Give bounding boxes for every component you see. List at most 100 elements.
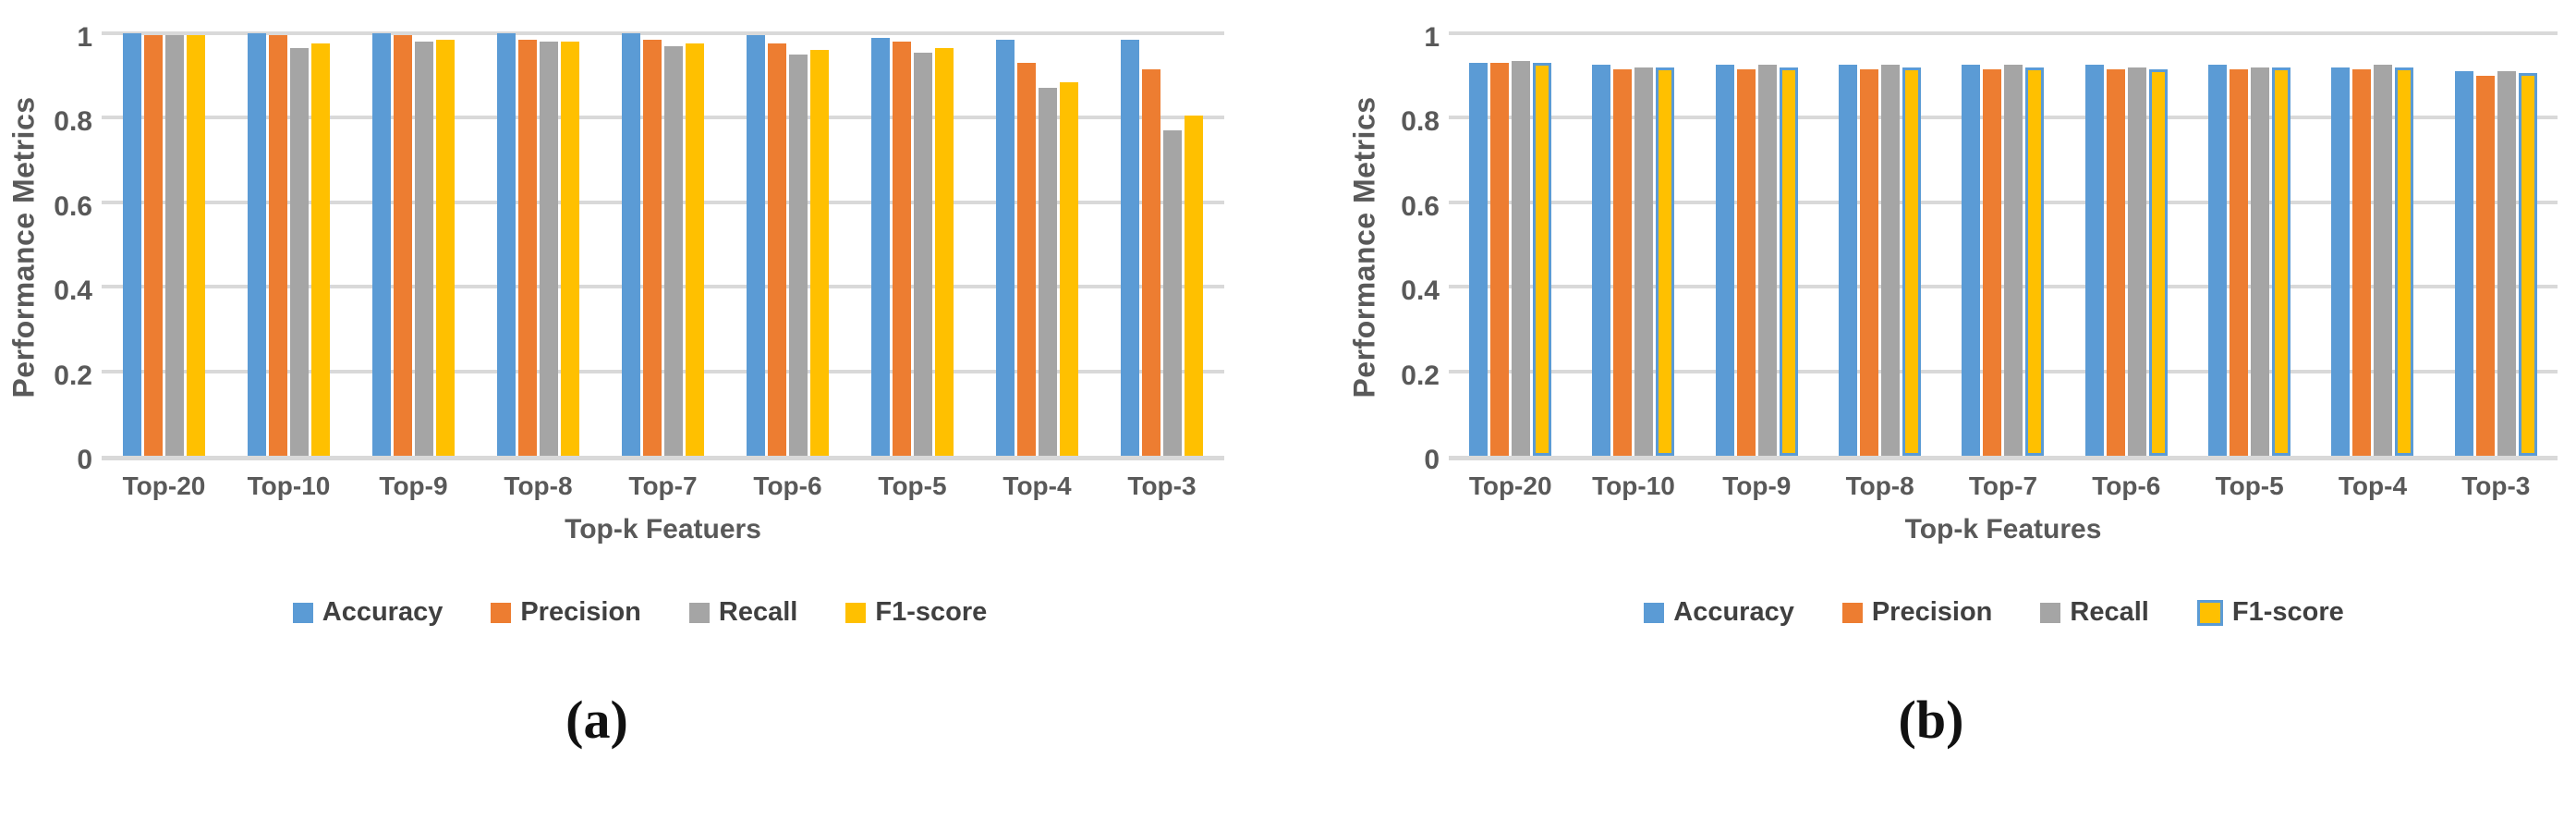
y-tick-label: 0: [77, 445, 92, 475]
x-category-label: Top-4: [2338, 471, 2408, 500]
gridline: [1449, 116, 2558, 120]
bar-group-top-4: [975, 33, 1100, 456]
bar-f1-score-top-20: [187, 35, 205, 456]
bar-accuracy-top-20: [1469, 63, 1488, 456]
x-axis-labels: Top-20 Top-10 Top-9 Top-8 Top-7 Top-6 Top-5 Top…: [1449, 471, 2558, 501]
bar-group-top-5: [2188, 33, 2311, 456]
bar-accuracy-top-3: [2454, 71, 2473, 456]
y-tick-label: 0.4: [1401, 275, 1440, 307]
legend-swatch-icon: [688, 602, 710, 623]
legend: Accuracy Precision Recall F1-score: [0, 597, 1342, 628]
figure-row: Performance Metrics 0 0.2 0.4 0.6 0.8 1 Top-2…: [0, 24, 2576, 750]
y-tick-label: 0.6: [1401, 190, 1440, 222]
gridline: [1449, 369, 2558, 373]
gridline: [102, 285, 1224, 289]
bar-group-top-9: [1695, 33, 1818, 456]
legend-item-accuracy: Accuracy: [1644, 597, 1794, 628]
legend-label: Precision: [1871, 597, 1993, 627]
bar-f1-score-top-10: [311, 43, 330, 456]
bar-accuracy-top-4: [996, 39, 1015, 456]
bar-group-top-10: [226, 33, 351, 456]
bar-precision-top-8: [518, 39, 537, 456]
x-category-label: Top-7: [628, 471, 698, 500]
bar-recall-top-9: [1757, 65, 1777, 456]
bar-accuracy-top-7: [1962, 65, 1981, 456]
x-category-label: Top-20: [1468, 471, 1552, 500]
bar-precision-top-7: [1983, 68, 2002, 456]
bar-recall-top-10: [290, 48, 309, 456]
bar-f1-score-top-6: [2148, 68, 2168, 456]
bar-precision-top-6: [768, 43, 786, 456]
bar-precision-top-10: [1613, 68, 1633, 456]
x-category-label: Top-3: [2461, 471, 2531, 500]
gridline: [102, 116, 1224, 120]
bar-group-top-7: [1941, 33, 2064, 456]
legend-swatch-icon: [1841, 602, 1863, 623]
plot-area: [102, 31, 1224, 460]
bar-accuracy-top-7: [622, 33, 640, 456]
y-tick-label: 0.2: [54, 360, 92, 391]
gridline: [102, 369, 1224, 373]
y-axis-ticks: 0 0.2 0.4 0.6 0.8 1: [48, 24, 102, 474]
bar-recall-top-6: [789, 54, 808, 456]
bar-group-top-8: [476, 33, 601, 456]
bar-group-top-20: [102, 33, 226, 456]
legend-label: Accuracy: [1673, 597, 1794, 627]
y-tick-label: 0: [1424, 445, 1440, 475]
chart-b-ytitle-col: Performance Metrics: [1342, 33, 1388, 460]
legend-label: Recall: [2070, 597, 2149, 627]
gridline: [1449, 200, 2558, 204]
bar-f1-score-top-10: [1656, 67, 1675, 456]
legend-label: Recall: [718, 597, 798, 627]
bar-recall-top-6: [2127, 67, 2146, 456]
bar-f1-score-top-8: [561, 42, 579, 456]
x-category-label: Top-8: [504, 471, 573, 500]
bar-precision-top-10: [269, 35, 287, 456]
bar-recall-top-10: [1634, 67, 1654, 456]
y-tick-label: 0.8: [1401, 106, 1440, 138]
legend-item-f1-score: F1-score: [2196, 597, 2344, 628]
x-axis-title-row: Top-k Features: [1342, 514, 2576, 545]
x-axis-title-row: Top-k Featuers: [0, 514, 1342, 545]
legend-label: Precision: [520, 597, 641, 627]
bar-accuracy-top-5: [871, 37, 890, 456]
legend-item-precision: Precision: [1841, 597, 1993, 628]
subfigure-caption: (b): [1898, 690, 1964, 750]
bar-group-top-10: [1572, 33, 1695, 456]
legend-swatch-icon: [845, 602, 867, 623]
bar-f1-score-top-9: [1779, 67, 1798, 456]
bar-group-top-3: [1100, 33, 1224, 456]
bar-f1-score-top-7: [686, 43, 704, 456]
bar-recall-top-7: [2004, 65, 2023, 456]
plot-area: [1449, 31, 2558, 460]
bar-precision-top-9: [394, 35, 412, 456]
chart-a-body: Performance Metrics 0 0.2 0.4 0.6 0.8 1: [0, 24, 1342, 474]
bar-accuracy-top-20: [123, 33, 141, 456]
y-tick-label: 0.8: [54, 106, 92, 138]
bar-accuracy-top-3: [1121, 39, 1139, 456]
bar-group-top-6: [725, 33, 850, 456]
bar-precision-top-9: [1736, 68, 1756, 456]
bar-f1-score-top-5: [935, 48, 954, 456]
x-category-label: Top-10: [1592, 471, 1675, 500]
bar-group-top-9: [351, 33, 476, 456]
bar-precision-top-20: [1490, 63, 1510, 456]
bar-f1-score-top-3: [2518, 73, 2537, 456]
bar-accuracy-top-4: [2331, 67, 2351, 456]
bar-precision-top-6: [2106, 68, 2125, 456]
x-category-label: Top-9: [1722, 471, 1792, 500]
legend: Accuracy Precision Recall F1-score: [1342, 597, 2576, 628]
bar-accuracy-top-9: [1715, 65, 1734, 456]
bar-group-top-7: [601, 33, 725, 456]
bar-f1-score-top-9: [436, 39, 455, 456]
y-tick-label: 1: [77, 22, 92, 53]
bar-accuracy-top-6: [2084, 65, 2104, 456]
y-tick-label: 0.6: [54, 190, 92, 222]
bar-group-top-3: [2435, 33, 2558, 456]
x-category-label: Top-20: [122, 471, 206, 500]
bar-accuracy-top-9: [372, 33, 391, 456]
x-category-label: Top-4: [1002, 471, 1072, 500]
x-category-label: Top-9: [379, 471, 448, 500]
x-axis-labels: Top-20 Top-10 Top-9 Top-8 Top-7 Top-6 Top-5 Top…: [102, 471, 1224, 501]
bar-f1-score-top-4: [2395, 67, 2414, 456]
